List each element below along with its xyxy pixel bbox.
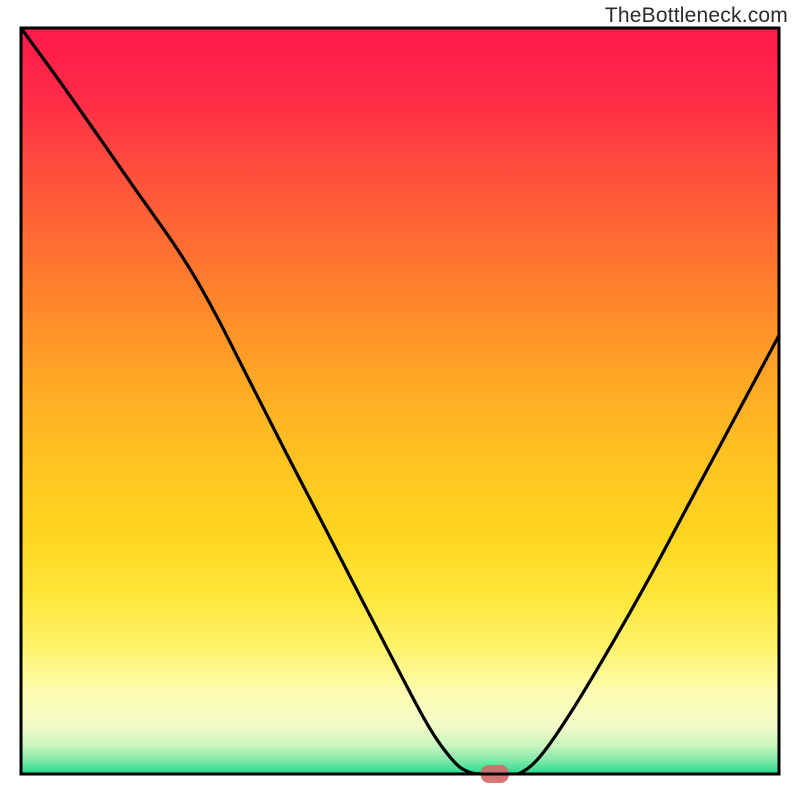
chart-frame: TheBottleneck.com	[0, 0, 800, 800]
chart-svg	[0, 0, 800, 800]
watermark-text: TheBottleneck.com	[605, 4, 788, 28]
gradient-background	[21, 28, 779, 774]
